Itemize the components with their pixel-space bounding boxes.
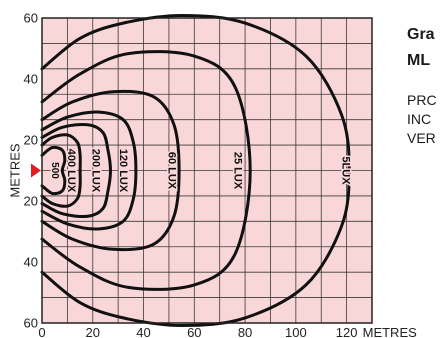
x-tick-label: 40 [136, 325, 150, 338]
contour-label-120-lux: 120 LUX [117, 149, 129, 193]
plot-frame [41, 17, 373, 324]
x-tick-label: 0 [38, 325, 45, 338]
side-title-line-2: ML [407, 52, 431, 69]
y-axis-title: METRES [8, 143, 23, 198]
y-tick-label: 60 [24, 316, 38, 331]
grid-lines [42, 18, 372, 323]
y-tick-label: 40 [24, 255, 38, 270]
contour-label-5lux: 5LUX [339, 156, 351, 185]
y-tick-label: 20 [24, 133, 38, 148]
contour-400-lux [40, 133, 82, 208]
contour-label-500: 500 [49, 162, 60, 179]
contour-60-lux [40, 89, 181, 252]
y-tick-label: 40 [24, 72, 38, 87]
y-tick-label: 20 [24, 194, 38, 209]
contour-500-lux [40, 145, 67, 196]
contour-labels: 500 400 LUX 200 LUX 120 LUX 60 LUX 25 LUX 5LUX [48, 147, 353, 194]
side-note-line-1: PRC [407, 92, 437, 108]
contour-label-400-lux: 400 LUX [65, 149, 77, 193]
contour-200-lux [40, 123, 112, 219]
x-tick-label: 20 [86, 325, 100, 338]
x-tick-label: 120 [336, 325, 358, 338]
contour-label-200-lux: 200 LUX [89, 149, 101, 193]
y-tick-label: 60 [24, 11, 38, 26]
x-axis-title: METRES [363, 325, 418, 338]
contour-25-lux [40, 50, 252, 291]
contour-120-lux [40, 110, 138, 231]
x-tick-label: 60 [187, 325, 201, 338]
side-note-line-3: VER [407, 130, 436, 146]
side-title-line-1: Gra [407, 26, 435, 43]
contour-label-60-lux: 60 LUX [165, 152, 177, 190]
light-source-marker-icon [31, 163, 41, 178]
x-tick-label: 100 [285, 325, 307, 338]
x-tick-label: 80 [238, 325, 252, 338]
side-note-line-2: INC [407, 111, 432, 127]
contour-label-25-lux: 25 LUX [231, 152, 243, 190]
